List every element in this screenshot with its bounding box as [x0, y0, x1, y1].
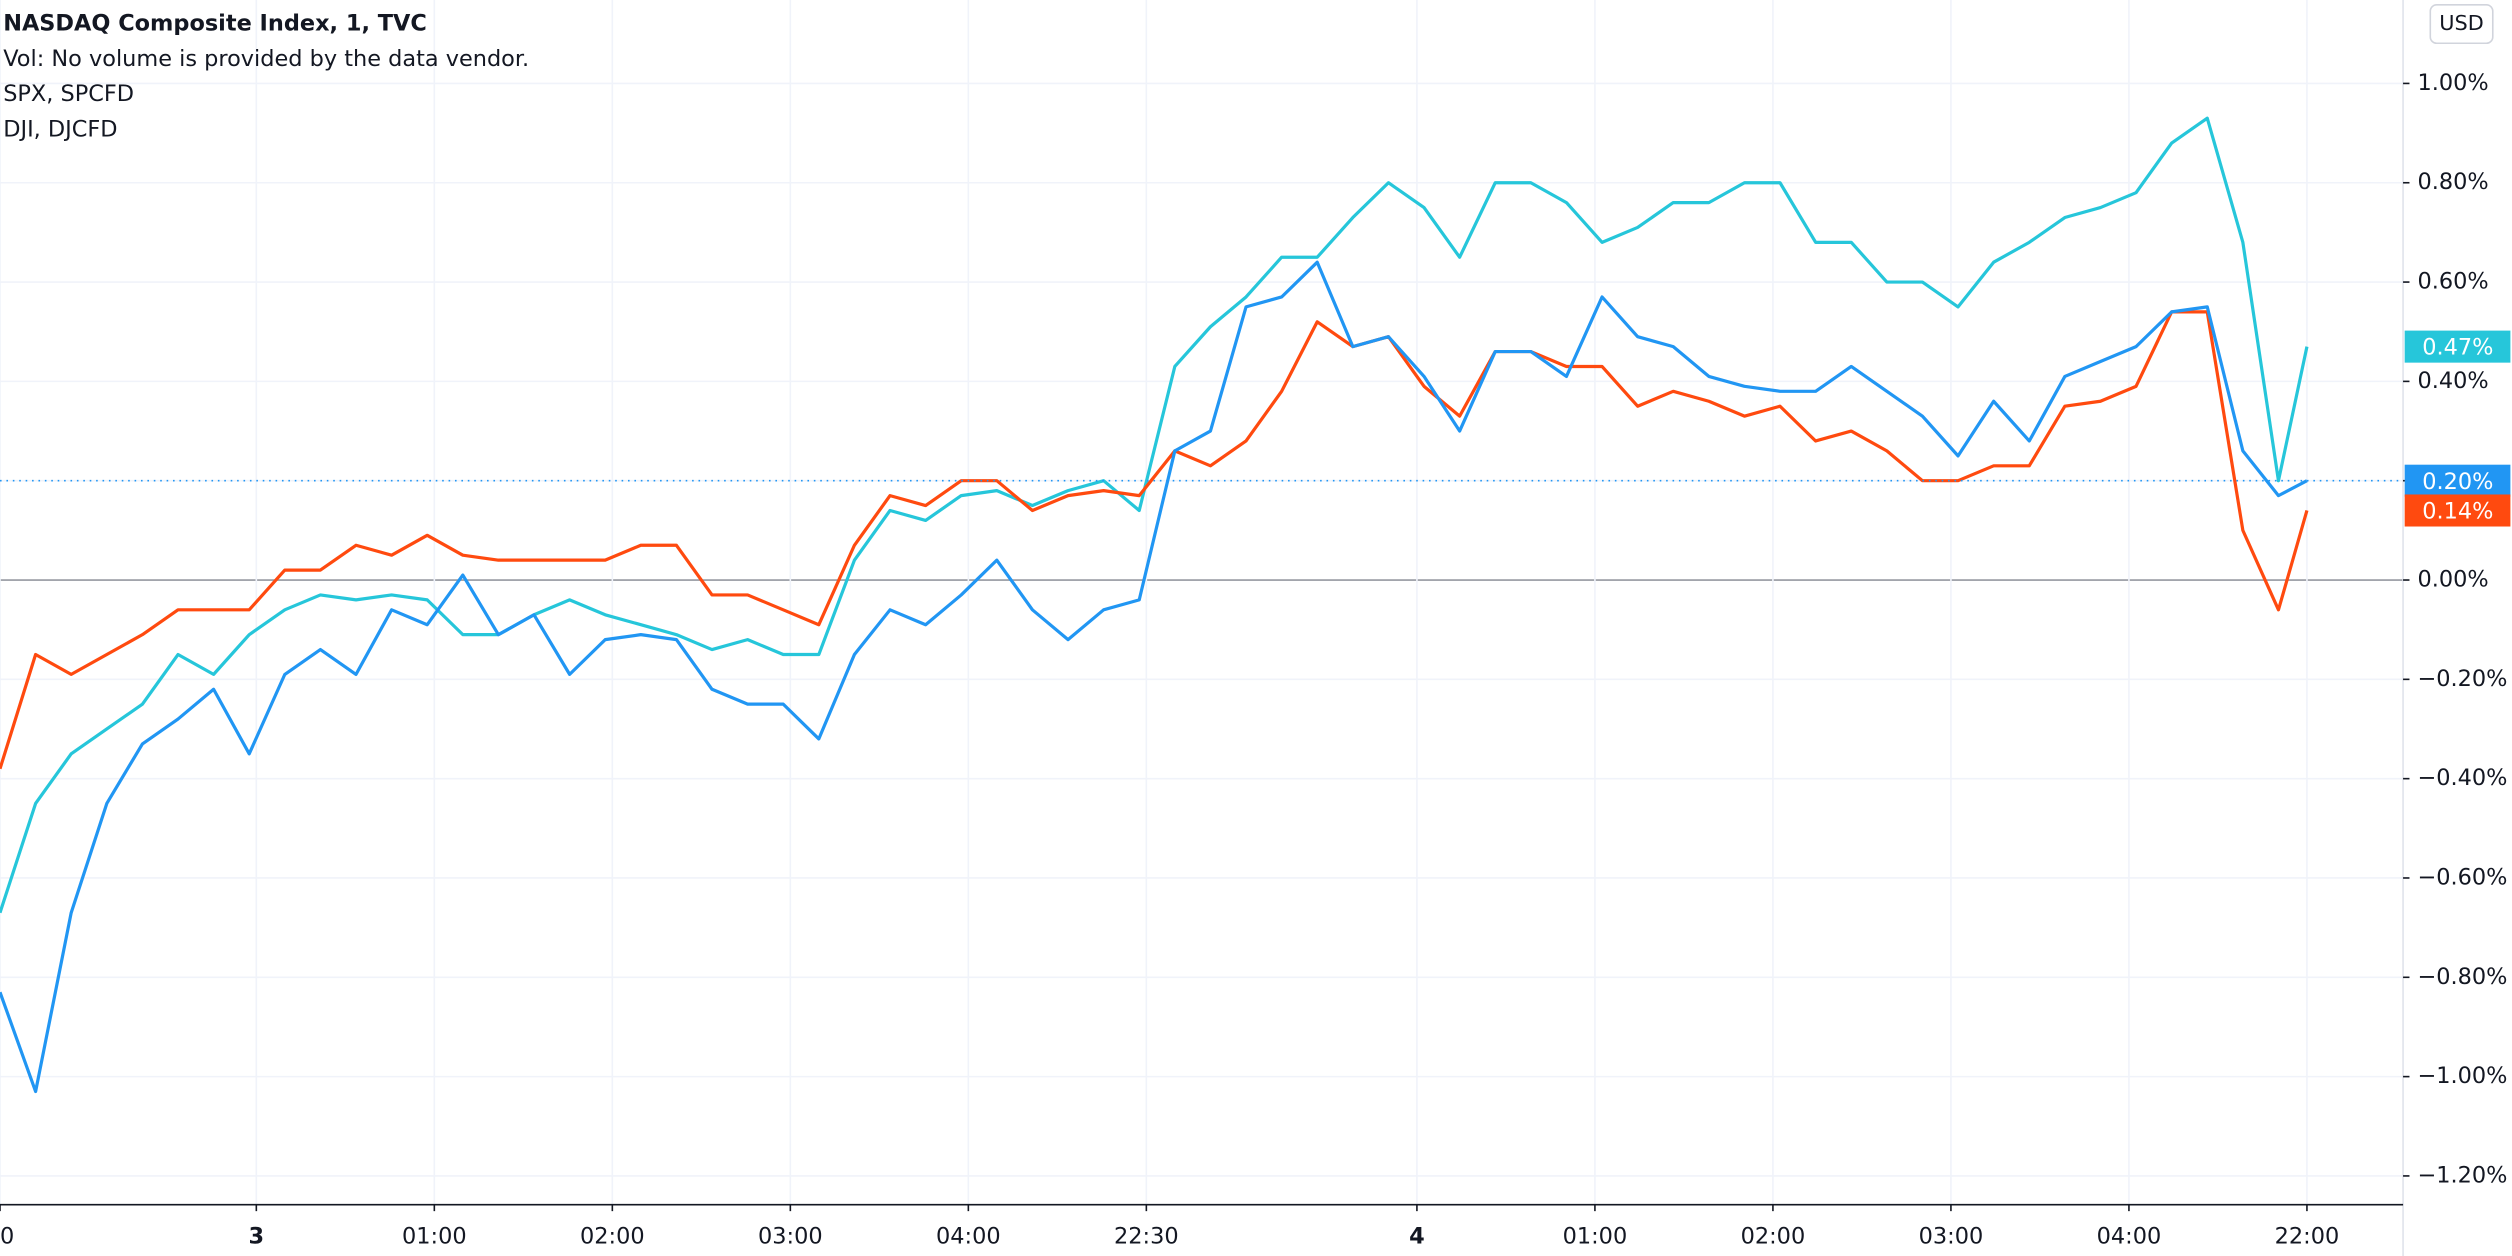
y-tick-label: −0.20%	[2417, 666, 2507, 692]
x-tick-label: 04:00	[2097, 1223, 2162, 1249]
y-tick-label: −0.80%	[2417, 964, 2507, 990]
x-tick-label: 01:00	[402, 1223, 467, 1249]
price-tag-label: 0.47%	[2422, 335, 2493, 361]
grid	[0, 0, 2404, 1205]
currency-label[interactable]: USD	[2439, 11, 2483, 35]
x-tick-label: 4	[1409, 1223, 1425, 1249]
price-tag-label: 0.14%	[2422, 499, 2493, 525]
legend-main[interactable]: NASDAQ Composite Index, 1, TVC	[3, 11, 427, 37]
price-tag	[2404, 494, 2511, 527]
x-tick-label: 02:00	[1741, 1223, 1806, 1249]
series-line	[0, 116, 2309, 914]
series-line	[0, 310, 2309, 770]
x-tick-label: 30	[0, 1223, 14, 1249]
plot-area	[0, 116, 2309, 1094]
y-tick-label: 0.40%	[2417, 368, 2488, 394]
volume-note: Vol: No volume is provided by the data v…	[3, 46, 529, 72]
x-tick-label: 01:00	[1563, 1223, 1628, 1249]
y-tick-label: 0.60%	[2417, 269, 2488, 295]
x-tick-label: 02:00	[580, 1223, 645, 1249]
currency-box[interactable]	[2429, 4, 2494, 45]
series-line	[0, 260, 2308, 1094]
x-tick-label: 04:00	[936, 1223, 1001, 1249]
price-tag	[2404, 330, 2511, 363]
price-tag-label: 0.20%	[2422, 469, 2493, 495]
y-tick-label: −1.20%	[2417, 1162, 2507, 1188]
legend-entry[interactable]: SPX, SPCFD	[3, 81, 134, 107]
x-tick-label: 22:30	[1114, 1223, 1179, 1249]
legend-entry[interactable]: DJI, DJCFD	[3, 116, 117, 142]
x-tick-label: 22:00	[2275, 1223, 2340, 1249]
y-tick-label: 0.00%	[2417, 567, 2488, 593]
x-tick-label: 3	[249, 1223, 265, 1249]
axes: 1.00% 0.80% 0.60% 0.40% 0.20% 0.00% −0.20% −0.4…	[0, 70, 2507, 1249]
x-tick-label: 03:00	[758, 1223, 823, 1249]
y-tick-label: 1.00%	[2417, 70, 2488, 96]
price-tag	[2404, 464, 2511, 497]
y-tick-label: −1.00%	[2417, 1063, 2507, 1089]
y-tick-label: 0.80%	[2417, 169, 2488, 195]
y-tick-label: −0.60%	[2417, 864, 2507, 890]
y-tick-label: −0.40%	[2417, 765, 2507, 791]
x-tick-label: 03:00	[1919, 1223, 1984, 1249]
price-tags: 0.20% 0.47% 0.14%	[0, 330, 2511, 527]
